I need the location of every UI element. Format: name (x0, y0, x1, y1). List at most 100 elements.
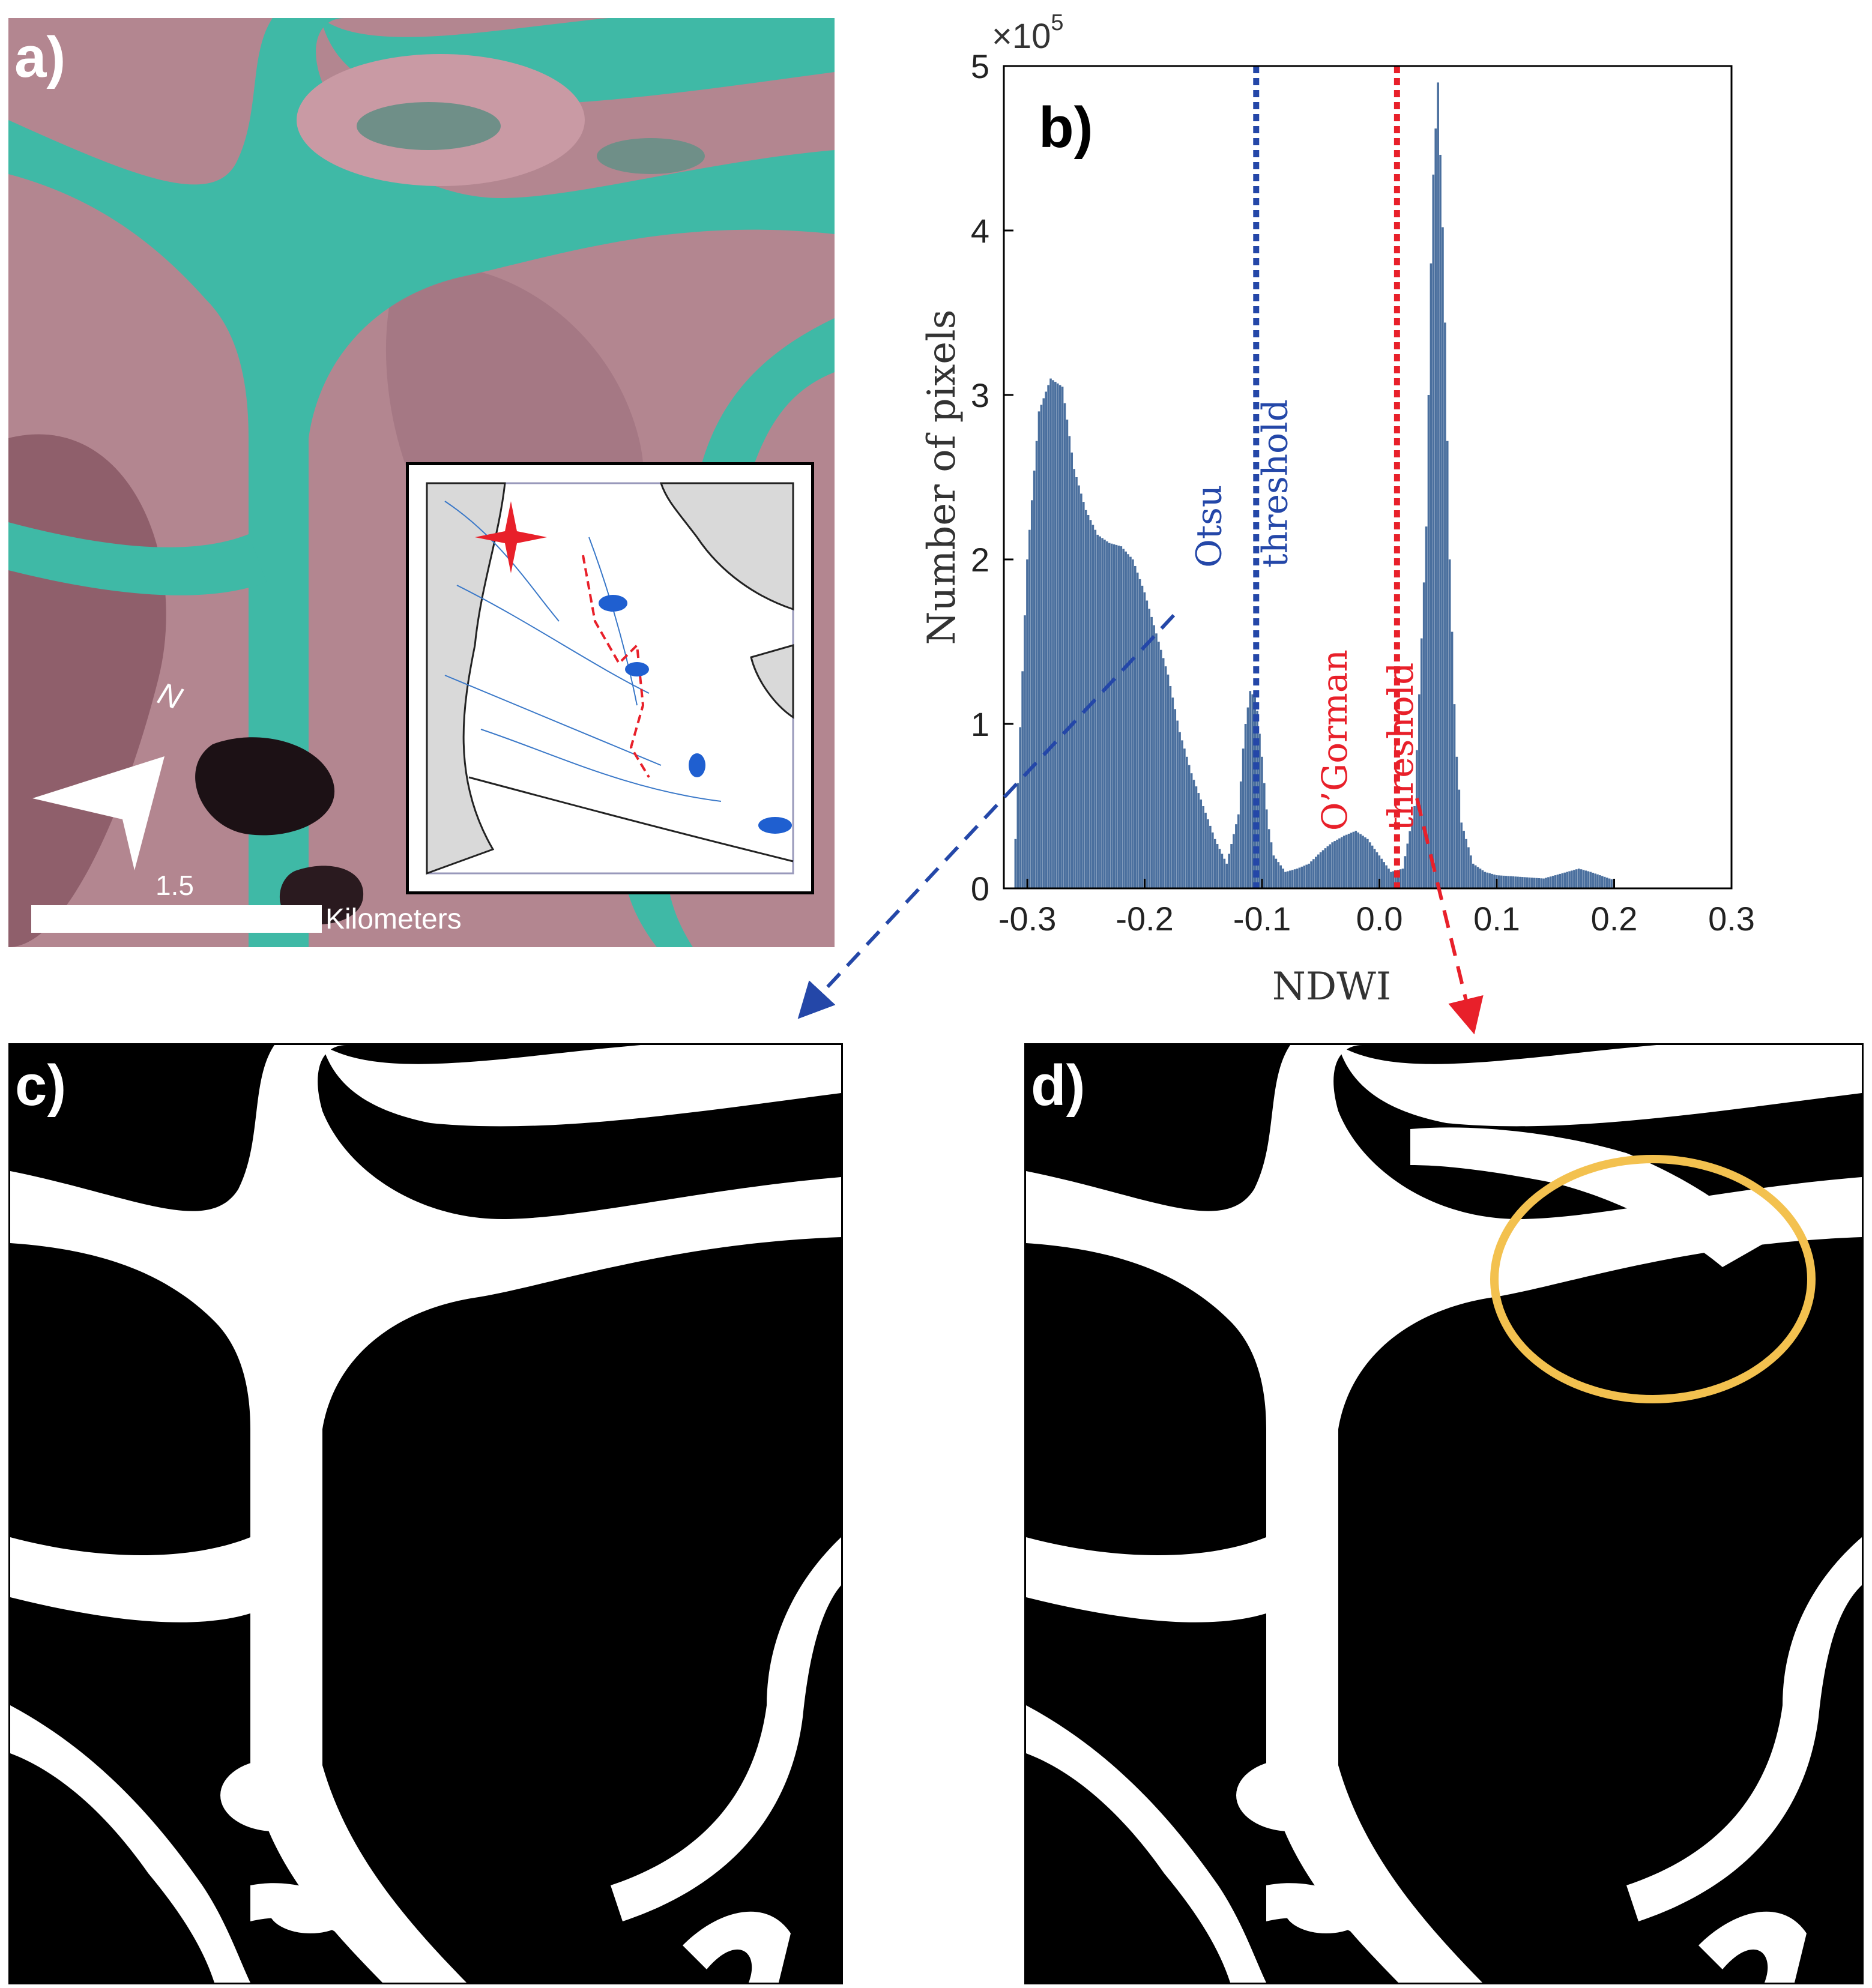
histogram-bar (1277, 862, 1280, 888)
histogram-bar (1030, 500, 1033, 888)
histogram-bar (1512, 876, 1515, 888)
location-star-icon (475, 501, 547, 573)
x-tick-label: -0.3 (998, 900, 1057, 938)
histogram-bar (1049, 378, 1052, 888)
histogram-bar (1472, 863, 1475, 888)
histogram-bar (1479, 869, 1482, 888)
histogram-bar (1453, 704, 1456, 888)
histogram-bar (1204, 812, 1207, 888)
histogram-bar (1404, 856, 1407, 888)
histogram-bar (1146, 600, 1149, 888)
histogram-bar (1167, 674, 1170, 888)
histogram-bar (1530, 878, 1533, 888)
histogram-bar (1336, 839, 1338, 888)
histogram-bar (1396, 870, 1399, 888)
histogram-bar (1200, 800, 1203, 888)
histogram-bar (1547, 877, 1550, 888)
y-tick-label: 1 (971, 705, 989, 743)
histogram-bar (1099, 536, 1101, 888)
histogram-bar (1350, 833, 1353, 888)
histogram-bar (1364, 837, 1366, 888)
histogram-bar (1380, 858, 1383, 888)
histogram-bar (1275, 858, 1278, 888)
x-tick-label: 0.0 (1356, 900, 1403, 938)
histogram-bar (1186, 756, 1188, 888)
histogram-bar (1158, 642, 1160, 888)
histogram-bar (1024, 615, 1026, 888)
histogram-bar (1087, 515, 1090, 888)
histogram-bar (1068, 436, 1071, 888)
histogram-bar (1225, 863, 1228, 888)
histogram-bar (1605, 878, 1608, 888)
histogram-bar (1535, 878, 1538, 888)
lake (195, 737, 335, 836)
otsu-threshold-annotation: Otsu threshold (1189, 399, 1296, 567)
histogram-bar (1509, 876, 1512, 888)
histogram-bar (1070, 452, 1073, 888)
histogram-bar (1418, 694, 1421, 888)
histogram-bar (1561, 873, 1564, 888)
histogram-bar (1279, 865, 1282, 888)
histogram-bar (1207, 819, 1209, 888)
histogram-bar (1052, 380, 1054, 888)
otsu-water-mask-panel: c) (8, 1043, 843, 1984)
histogram-panel: -0.3 -0.2 -0.1 0.0 0.1 0.2 0.3 0 1 2 3 4 5 NDWI Num… (865, 0, 1867, 1032)
histogram-bar (1446, 441, 1449, 888)
histogram-bar (1169, 685, 1172, 888)
histogram-bar (1153, 625, 1155, 888)
histogram-bar (1589, 872, 1592, 888)
histogram-bar (1213, 839, 1216, 888)
histogram-bar (1233, 834, 1235, 888)
histogram-bar (1089, 520, 1092, 888)
histogram-bar (1476, 867, 1479, 888)
histogram-bar (1037, 411, 1040, 888)
histogram-bar (1481, 870, 1484, 888)
histogram-bar (1132, 559, 1134, 888)
histogram-bar (1104, 540, 1106, 888)
y-axis-label: Number of pixels (920, 310, 964, 645)
histogram-bar (1237, 814, 1240, 888)
histogram-bar (1110, 543, 1113, 888)
histogram-bar (1113, 544, 1116, 888)
histogram-bar (1272, 855, 1275, 888)
histogram-bar (1122, 549, 1125, 888)
histogram-bar (1470, 855, 1472, 888)
histogram-bar (1573, 870, 1575, 888)
histogram-bar (1324, 848, 1327, 888)
histogram-bar (1331, 842, 1333, 888)
histogram-bar (1545, 878, 1547, 888)
histogram-bar (1249, 691, 1252, 888)
histogram-bar (1188, 765, 1191, 888)
y-tick-label: 5 (971, 47, 989, 85)
panel-c-label: c) (15, 1053, 67, 1118)
histogram-bar (1528, 877, 1531, 888)
histogram-bar (1411, 818, 1413, 888)
histogram-bar (1155, 633, 1158, 888)
histogram-bar (1289, 870, 1291, 888)
histogram-bar (1192, 780, 1195, 888)
histogram-bar (1073, 469, 1075, 888)
histogram-bar (1190, 773, 1193, 888)
histogram-bar (1437, 82, 1439, 888)
histogram-bar (1117, 545, 1120, 888)
histogram-bar (1533, 878, 1536, 888)
histogram-bar (1209, 825, 1212, 888)
histogram-bar (1362, 836, 1364, 888)
histogram-bar (1566, 872, 1568, 888)
histogram-bar (1258, 733, 1261, 888)
x-tick-label: 0.1 (1473, 900, 1520, 938)
histogram-bar (1159, 649, 1162, 888)
highlight-ellipse (1490, 1155, 1816, 1403)
histogram-bar (1026, 559, 1028, 888)
histogram-bar (1413, 806, 1416, 888)
histogram-bar (1045, 391, 1048, 888)
histogram-bar (1514, 876, 1517, 888)
histogram-bar (1420, 638, 1423, 888)
histogram-bar (1223, 858, 1226, 888)
histogram-bar (1359, 834, 1362, 888)
histogram-bar (1451, 631, 1454, 888)
histogram-bar (1497, 875, 1500, 888)
histogram-bar (1319, 852, 1322, 888)
histogram-bar (1291, 870, 1294, 888)
histogram-bar (1134, 565, 1137, 888)
